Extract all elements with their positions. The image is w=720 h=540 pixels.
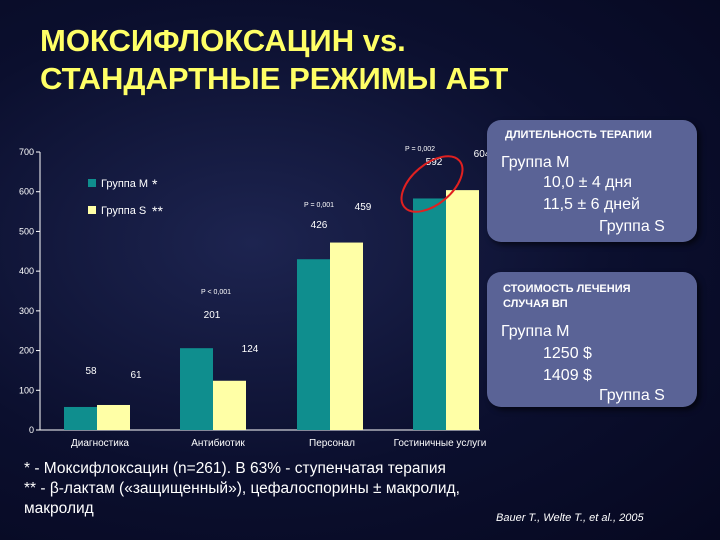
footnote-line-2: ** - β-лактам («защищенный»), цефалоспор…: [24, 480, 460, 497]
citation: Bauer T., Welte T., et al., 2005: [496, 512, 644, 524]
duration-value-m: 10,0 ± 4 дня: [543, 174, 632, 191]
slide-title: МОКСИФЛОКСАЦИН vs. СТАНДАРТНЫЕ РЕЖИМЫ АБ…: [40, 22, 600, 98]
duration-heading: ДЛИТЕЛЬНОСТЬ ТЕРАПИИ: [505, 129, 652, 141]
legend-swatch-group-s: [88, 206, 96, 214]
data-label: 124: [242, 344, 259, 355]
p-value-label: P < 0,001: [201, 289, 231, 296]
footnote-line-3: макролид: [24, 500, 94, 517]
legend-marker-group-s: **: [152, 203, 163, 219]
cost-heading-line-2: СЛУЧАЯ ВП: [503, 298, 568, 310]
y-tick-label: 700: [19, 147, 34, 157]
cost-value-s: 1409 $: [543, 367, 592, 384]
duration-group-m: Группа М: [501, 154, 570, 171]
x-category-label: Диагностика: [71, 438, 129, 449]
treatment-cost-box: СТОИМОСТЬ ЛЕЧЕНИЯ СЛУЧАЯ ВП Группа М 125…: [487, 272, 697, 407]
footnote-line-1: * - Моксифлоксацин (n=261). В 63% - ступ…: [24, 460, 446, 477]
data-label: 61: [130, 370, 142, 381]
legend-swatch-group-m: [88, 179, 96, 187]
highlight-circle: [400, 155, 464, 213]
p-value-label: P = 0,002: [405, 146, 435, 153]
x-category-label: Гостиничные услуги: [394, 438, 487, 449]
data-label: 201: [204, 310, 221, 321]
y-tick-label: 0: [29, 425, 34, 435]
title-line-1: МОКСИФЛОКСАЦИН vs.: [40, 23, 406, 58]
bar-group-m: [297, 259, 330, 430]
duration-value-s: 11,5 ± 6 дней: [543, 196, 640, 213]
cost-value-m: 1250 $: [543, 345, 592, 362]
y-tick-label: 200: [19, 346, 34, 356]
bar-group-s: [213, 380, 246, 430]
bar-group-m: [413, 198, 446, 430]
cost-group-s: Группа S: [599, 387, 665, 404]
y-tick-label: 500: [19, 226, 34, 236]
data-label: 58: [85, 366, 97, 377]
legend-marker-group-m: *: [152, 176, 158, 192]
legend-label-group-s: Группа S: [101, 205, 146, 217]
bar-group-s: [97, 404, 130, 430]
bar-group-m: [180, 348, 213, 430]
y-tick-label: 300: [19, 306, 34, 316]
therapy-duration-box: ДЛИТЕЛЬНОСТЬ ТЕРАПИИ Группа М 10,0 ± 4 д…: [487, 120, 697, 242]
x-category-label: Персонал: [309, 438, 355, 449]
bar-group-s: [446, 190, 479, 430]
x-category-label: Антибиотик: [191, 437, 245, 449]
data-label: 592: [426, 157, 443, 168]
cost-group-m: Группа М: [501, 323, 570, 340]
cost-heading-line-1: СТОИМОСТЬ ЛЕЧЕНИЯ: [503, 283, 631, 295]
y-tick-label: 400: [19, 266, 34, 276]
data-label: 459: [355, 202, 372, 213]
title-line-2: СТАНДАРТНЫЕ РЕЖИМЫ АБТ: [40, 61, 509, 96]
duration-group-s: Группа S: [599, 218, 665, 235]
bar-group-s: [330, 242, 363, 430]
p-value-label: P = 0,001: [304, 202, 334, 209]
bar-group-m: [64, 406, 97, 430]
data-label: 604: [474, 149, 491, 160]
y-tick-label: 100: [19, 385, 34, 395]
y-tick-label: 600: [19, 187, 34, 197]
data-label: 426: [311, 220, 328, 231]
legend-label-group-m: Группа М: [101, 178, 148, 190]
